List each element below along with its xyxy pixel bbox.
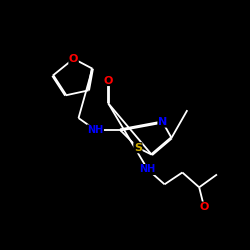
Text: O: O xyxy=(200,202,209,212)
Text: S: S xyxy=(134,143,142,153)
Text: N: N xyxy=(158,117,167,127)
Text: O: O xyxy=(104,76,113,86)
Text: NH: NH xyxy=(87,125,104,135)
Text: NH: NH xyxy=(140,164,156,174)
Text: O: O xyxy=(69,54,78,64)
